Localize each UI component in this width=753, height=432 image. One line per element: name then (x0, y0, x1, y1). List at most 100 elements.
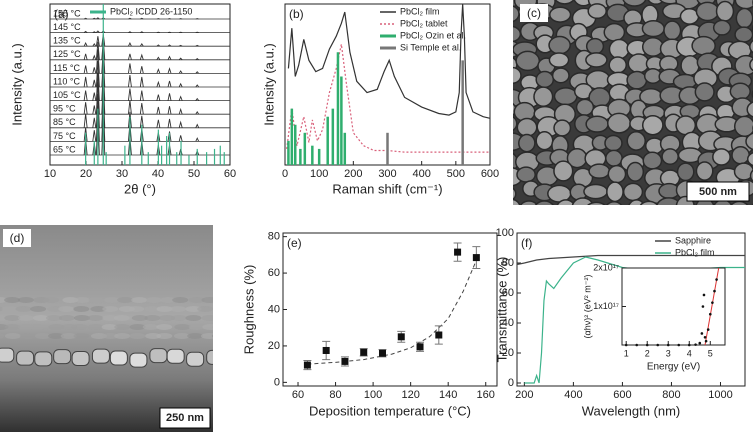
panel-label: (e) (287, 236, 302, 250)
peak (195, 44, 199, 47)
grain (101, 324, 118, 330)
peak (167, 55, 172, 60)
y-axis-label: Intensity (a.u.) (9, 43, 24, 125)
grain (87, 315, 104, 321)
trace-label: 155 °C (53, 8, 81, 18)
grain (656, 197, 682, 205)
grain (43, 297, 60, 303)
grain (549, 6, 572, 23)
grain (4, 315, 21, 321)
peak (95, 49, 100, 74)
peak (95, 105, 100, 142)
peak (195, 58, 200, 61)
grain (588, 163, 611, 179)
grain (16, 350, 35, 366)
point (700, 332, 704, 335)
grain (129, 324, 146, 330)
grain (156, 324, 173, 330)
peak (140, 31, 144, 33)
inset-frame (621, 267, 726, 346)
x-tick-label: 0 (282, 168, 288, 180)
trace-label: 110 °C (53, 76, 80, 86)
grain (749, 169, 753, 183)
grain (48, 333, 65, 339)
grain (691, 35, 716, 56)
grain (117, 297, 134, 303)
legend-label: PbCl₂ film (400, 6, 440, 16)
point (704, 339, 708, 343)
peak (167, 80, 172, 88)
grain (587, 201, 606, 205)
grain (90, 306, 107, 312)
x-tick-label: 4 (687, 348, 692, 358)
grain (206, 349, 213, 365)
x-tick-label: 200 (344, 168, 362, 180)
grain (87, 324, 104, 330)
peak (96, 30, 100, 33)
grain (53, 349, 72, 365)
point (416, 343, 424, 351)
y-tick-label: 2x10¹⁷ (593, 262, 619, 272)
legend-label: Si Temple et al. (400, 42, 461, 52)
grain (88, 297, 105, 303)
point (708, 312, 712, 316)
grain (211, 334, 213, 338)
grain (4, 333, 21, 339)
grain (29, 324, 46, 330)
point (702, 293, 706, 297)
peak (92, 31, 96, 33)
peak (156, 56, 161, 61)
x-tick-label: 40 (152, 168, 164, 180)
y-tick-label: 40 (502, 317, 514, 329)
y-tick-label: 80 (502, 257, 514, 269)
grain (160, 297, 177, 303)
grain (626, 70, 648, 90)
grain (216, 315, 232, 321)
sem-image (0, 225, 232, 432)
x-axis-label: 2θ (°) (124, 181, 156, 196)
grain (535, 131, 554, 151)
grain (102, 306, 119, 312)
y-axis-label: Transmittance (%) (494, 257, 509, 363)
point (701, 305, 705, 308)
grain (626, 161, 645, 182)
trace-label: 105 °C (53, 90, 81, 100)
grain (4, 324, 21, 330)
grain (745, 132, 753, 151)
grain (73, 333, 90, 339)
peak (83, 127, 88, 142)
grain (91, 348, 110, 364)
peak (92, 79, 97, 88)
grain (45, 315, 62, 321)
grain (174, 324, 191, 330)
grain (71, 324, 88, 330)
legend-label: Sapphire (675, 235, 711, 245)
grain (156, 333, 173, 339)
series-line (287, 3, 491, 119)
plot-frame (49, 3, 231, 166)
grain (661, 148, 679, 165)
grain (188, 324, 205, 330)
peak (178, 57, 183, 61)
grain (201, 297, 213, 303)
grain (608, 38, 630, 60)
grain (113, 315, 130, 321)
x-axis-label: Deposition temperature (°C) (309, 403, 471, 418)
grain (172, 297, 189, 303)
grain (71, 350, 90, 366)
point (360, 348, 368, 356)
grain (214, 306, 230, 312)
peak (139, 42, 144, 47)
grain (4, 297, 21, 303)
grain (188, 297, 205, 303)
sem-image (513, 0, 753, 205)
peak (83, 41, 88, 47)
grain (551, 67, 570, 84)
grain (186, 351, 205, 367)
peak (139, 102, 144, 115)
grain (17, 315, 34, 321)
peak (83, 90, 88, 101)
grain (17, 297, 34, 303)
grain (129, 333, 146, 339)
